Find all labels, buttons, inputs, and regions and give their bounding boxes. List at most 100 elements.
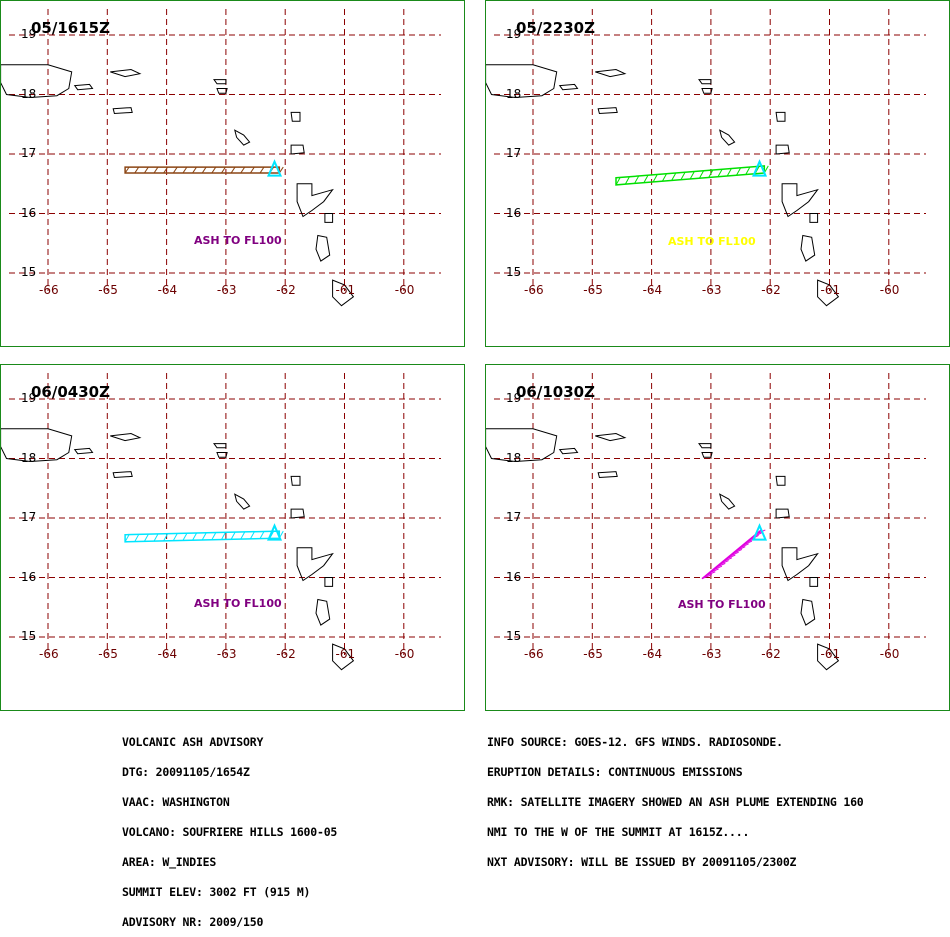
ash-plume-hatch bbox=[680, 172, 686, 180]
ash-plume-hatch bbox=[143, 533, 149, 542]
vieques-coast bbox=[73, 447, 94, 455]
ash-plume-hatch bbox=[615, 177, 621, 186]
lat-tick-label: 16 bbox=[506, 569, 522, 584]
lat-tick-label: 18 bbox=[506, 450, 522, 465]
lon-tick-label: -66 bbox=[524, 647, 544, 661]
barbuda-coast bbox=[290, 111, 301, 122]
dominica-coast bbox=[315, 598, 331, 626]
lon-tick-label: -63 bbox=[216, 647, 237, 661]
map-canvas bbox=[1, 373, 441, 671]
ash-plume-hatch bbox=[718, 560, 729, 566]
marie-galante-coast bbox=[809, 213, 819, 223]
ash-plume-hatch bbox=[192, 532, 197, 541]
lon-tick-label: -63 bbox=[701, 283, 722, 297]
lon-tick-label: -66 bbox=[524, 283, 544, 297]
advisory-line: INFO SOURCE: GOES-12. GFS WINDS. RADIOSO… bbox=[487, 735, 783, 749]
ash-plume-hatch bbox=[172, 533, 178, 541]
lon-tick-label: -64 bbox=[642, 647, 663, 661]
forecast-time: 05/2230Z bbox=[516, 19, 595, 37]
marie-galante-coast bbox=[324, 577, 334, 587]
map-canvas bbox=[1, 9, 441, 307]
lon-tick-label: -65 bbox=[583, 647, 603, 661]
ash-plume-hatch bbox=[652, 174, 658, 183]
ash-plume-hatch bbox=[153, 166, 159, 174]
lon-tick-label: -61 bbox=[335, 647, 356, 661]
ash-label: ASH TO FL100 bbox=[678, 598, 766, 611]
ash-plume-hatch bbox=[738, 543, 749, 549]
lat-tick-label: 18 bbox=[506, 86, 522, 101]
st-martin-coast bbox=[701, 452, 713, 458]
ash-plume-hatch bbox=[661, 173, 667, 182]
guadeloupe-coast bbox=[296, 183, 334, 218]
map-panel-4: 06/1030Z ASH TO FL100 19 18 17 16 15 -66 -65 -6… bbox=[485, 364, 950, 711]
ash-plume-hatch bbox=[182, 166, 188, 174]
st-croix-coast bbox=[597, 107, 618, 115]
martinique-coast bbox=[332, 643, 355, 671]
forecast-time: 06/0430Z bbox=[31, 383, 110, 401]
lat-tick-label: 19 bbox=[506, 27, 522, 41]
ash-label: ASH TO FL100 bbox=[194, 234, 282, 247]
ash-plume-hatch bbox=[211, 166, 217, 174]
martinique-coast bbox=[817, 643, 840, 671]
ash-plume-hatch bbox=[259, 166, 265, 174]
lon-tick-label: -60 bbox=[879, 647, 900, 661]
vieques-coast bbox=[558, 447, 579, 455]
advisory-details-block: INFO SOURCE: GOES-12. GFS WINDS. RADIOSO… bbox=[487, 717, 864, 877]
antigua-coast bbox=[290, 144, 305, 155]
virgin-islands-coast bbox=[595, 432, 627, 442]
ash-label: ASH TO FL100 bbox=[194, 597, 282, 610]
volcano-marker-icon bbox=[267, 159, 283, 177]
dominica-coast bbox=[800, 598, 816, 626]
ash-plume-outline bbox=[615, 165, 766, 186]
st-kitts-coast bbox=[234, 129, 251, 146]
volcano-marker-icon bbox=[267, 523, 283, 541]
lat-tick-label: 19 bbox=[21, 27, 37, 41]
lon-tick-label: -62 bbox=[761, 283, 781, 297]
lat-tick-label: 18 bbox=[21, 450, 37, 465]
ash-plume-hatch bbox=[736, 167, 741, 176]
ash-plume-hatch bbox=[624, 176, 630, 185]
martinique-coast bbox=[817, 279, 840, 307]
lon-tick-label: -63 bbox=[701, 647, 722, 661]
vieques-coast bbox=[558, 83, 579, 91]
barbuda-coast bbox=[290, 475, 301, 486]
st-croix-coast bbox=[112, 107, 133, 115]
ash-plume-hatch bbox=[240, 531, 246, 540]
lon-tick-label: -66 bbox=[39, 283, 59, 297]
barbuda-coast bbox=[775, 475, 786, 486]
ash-plume-hatch bbox=[259, 531, 265, 539]
lon-tick-label: -62 bbox=[276, 283, 296, 297]
advisory-line: VAAC: WASHINGTON bbox=[122, 795, 230, 809]
lon-tick-label: -61 bbox=[820, 283, 841, 297]
volcano-marker-icon bbox=[752, 523, 768, 541]
ash-plume-hatch bbox=[731, 548, 743, 555]
ash-plume-hatch bbox=[698, 170, 704, 179]
ash-plume-hatch bbox=[124, 534, 130, 543]
st-martin-coast bbox=[216, 452, 228, 458]
puerto-rico-coast bbox=[1, 428, 73, 463]
martinique-coast bbox=[332, 279, 355, 307]
st-croix-coast bbox=[597, 471, 618, 479]
advisory-line: ERUPTION DETAILS: CONTINUOUS EMISSIONS bbox=[487, 765, 743, 779]
lon-tick-label: -65 bbox=[583, 283, 603, 297]
dominica-coast bbox=[800, 234, 816, 262]
ash-plume-hatch bbox=[726, 168, 732, 177]
ash-plume-hatch bbox=[134, 534, 140, 542]
ash-plume-hatch bbox=[715, 562, 726, 569]
marie-galante-coast bbox=[324, 213, 334, 223]
forecast-time: 06/1030Z bbox=[516, 383, 595, 401]
virgin-islands-coast bbox=[110, 432, 142, 442]
lat-tick-label: 15 bbox=[21, 629, 37, 643]
ash-plume-hatch bbox=[705, 571, 716, 577]
ash-plume-hatch bbox=[711, 565, 723, 571]
lon-tick-label: -66 bbox=[39, 647, 59, 661]
ash-plume-hatch bbox=[240, 166, 246, 174]
ash-plume-hatch bbox=[717, 169, 723, 178]
puerto-rico-coast bbox=[486, 428, 558, 463]
antigua-coast bbox=[775, 508, 790, 519]
antigua-coast bbox=[775, 144, 790, 155]
lat-tick-label: 17 bbox=[21, 146, 37, 160]
map-canvas bbox=[486, 9, 926, 307]
ash-plume-hatch bbox=[745, 167, 751, 175]
ash-plume-hatch bbox=[221, 166, 226, 174]
